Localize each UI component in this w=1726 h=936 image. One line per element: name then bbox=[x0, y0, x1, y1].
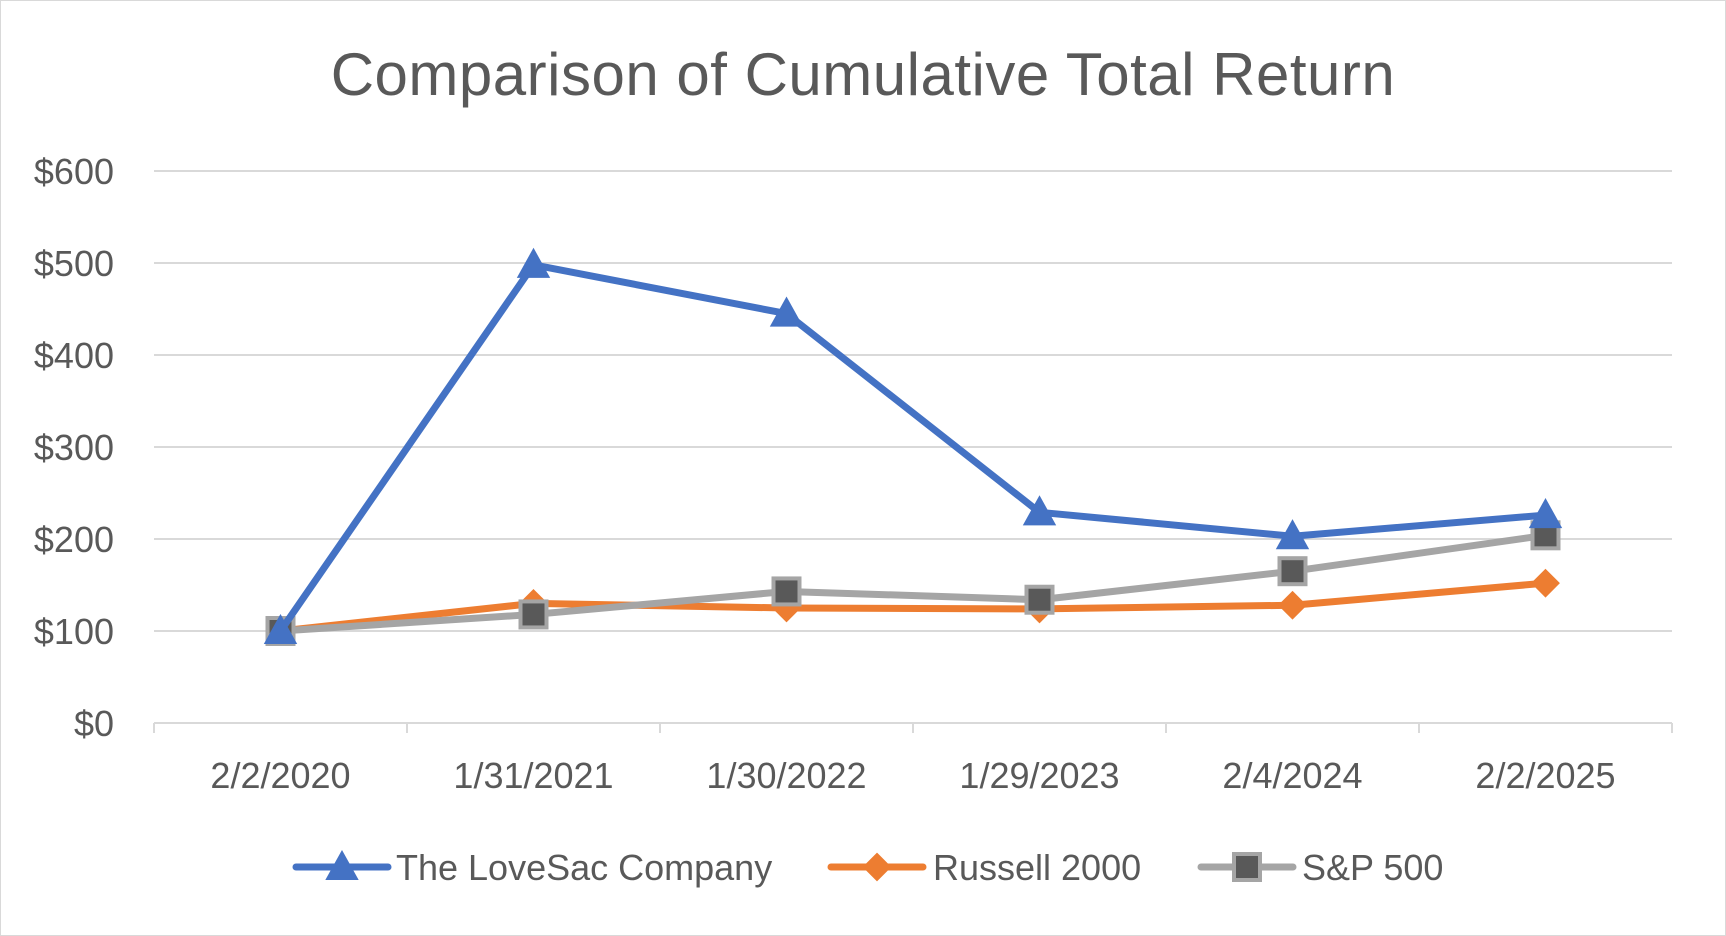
series-line bbox=[277, 261, 1549, 635]
legend-label: The LoveSac Company bbox=[396, 847, 772, 888]
legend-label: S&P 500 bbox=[1302, 847, 1443, 888]
x-tick-label: 1/29/2023 bbox=[959, 755, 1119, 796]
chart-title: Comparison of Cumulative Total Return bbox=[330, 41, 1396, 108]
data-point bbox=[516, 247, 551, 278]
series-line bbox=[277, 531, 1549, 635]
data-point bbox=[263, 613, 298, 644]
data-point bbox=[1531, 568, 1560, 598]
y-tick-label: $100 bbox=[34, 611, 114, 652]
data-point bbox=[769, 296, 804, 327]
data-point bbox=[1528, 498, 1563, 529]
data-point bbox=[1278, 590, 1307, 620]
y-tick-label: $200 bbox=[34, 519, 114, 560]
data-point bbox=[1275, 519, 1310, 550]
y-tick-label: $0 bbox=[74, 703, 114, 744]
data-point bbox=[771, 576, 802, 607]
data-point bbox=[1277, 556, 1308, 587]
data-point bbox=[1022, 495, 1057, 526]
data-point bbox=[518, 599, 549, 630]
legend-marker bbox=[1232, 852, 1262, 882]
legend-marker bbox=[325, 849, 359, 880]
x-tick-label: 1/30/2022 bbox=[706, 755, 866, 796]
y-tick-label: $500 bbox=[34, 243, 114, 284]
legend-label: Russell 2000 bbox=[933, 847, 1141, 888]
data-point bbox=[1024, 584, 1055, 615]
x-tick-label: 2/2/2025 bbox=[1475, 755, 1615, 796]
x-tick-label: 2/2/2020 bbox=[210, 755, 350, 796]
legend-marker bbox=[862, 852, 892, 882]
x-tick-label: 1/31/2021 bbox=[453, 755, 613, 796]
y-tick-label: $600 bbox=[34, 151, 114, 192]
y-tick-label: $300 bbox=[34, 427, 114, 468]
x-tick-label: 2/4/2024 bbox=[1222, 755, 1362, 796]
series-line bbox=[277, 579, 1549, 635]
y-tick-label: $400 bbox=[34, 335, 114, 376]
